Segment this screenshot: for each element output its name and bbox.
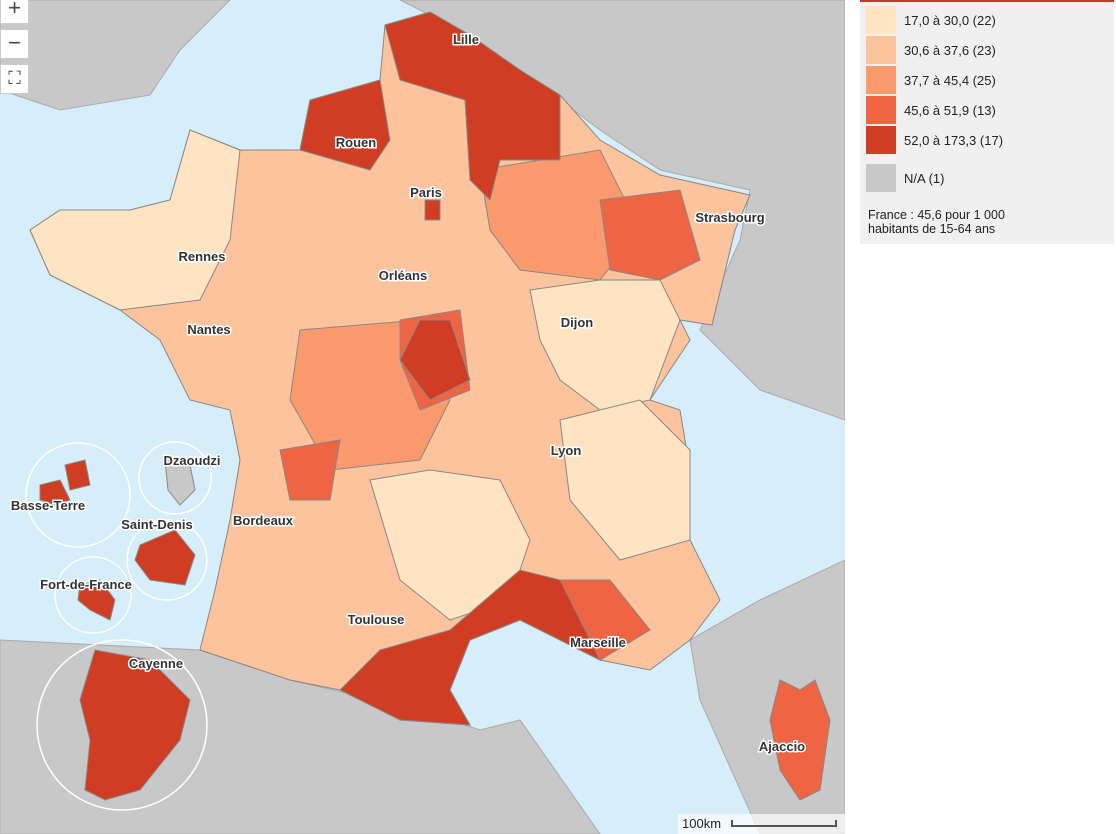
legend-swatch xyxy=(866,36,896,64)
uk xyxy=(0,0,231,111)
legend-item: 45,6 à 51,9 (13) xyxy=(866,96,996,124)
legend: France : 45,6 pour 1 000 habitants de 15… xyxy=(860,0,1114,244)
city-label: Marseille xyxy=(570,635,626,650)
city-label: Toulouse xyxy=(348,612,405,627)
legend-swatch xyxy=(866,66,896,94)
martinique xyxy=(77,579,116,621)
city-label: Lille xyxy=(453,32,479,47)
city-label: Saint-Denis xyxy=(121,517,193,532)
scale-bar xyxy=(731,820,837,827)
legend-item: 30,6 à 37,6 (23) xyxy=(866,36,996,64)
region-paris xyxy=(424,199,441,221)
inset-circle xyxy=(138,441,212,515)
region-alps xyxy=(559,399,691,561)
reunion xyxy=(134,529,196,586)
legend-label: 17,0 à 30,0 (22) xyxy=(904,12,996,28)
region-ne xyxy=(479,149,641,281)
guadeloupe xyxy=(64,459,91,491)
corsica xyxy=(769,679,831,801)
city-label: Ajaccio xyxy=(759,739,805,754)
city-label: Bordeaux xyxy=(233,513,294,528)
legend-note: France : 45,6 pour 1 000 habitants de 15… xyxy=(868,208,1005,236)
legend-swatch xyxy=(866,126,896,154)
legend-swatch xyxy=(866,6,896,34)
region-nievre xyxy=(399,319,471,401)
city-label: Rouen xyxy=(336,135,377,150)
city-label: Dijon xyxy=(561,315,594,330)
legend-item: 52,0 à 173,3 (17) xyxy=(866,126,1003,154)
guadeloupe xyxy=(39,479,71,506)
guyane xyxy=(79,649,191,801)
region-rouen xyxy=(299,79,391,171)
legend-label: 37,7 à 45,4 (25) xyxy=(904,72,996,88)
region-bfc xyxy=(529,279,681,411)
legend-item: 17,0 à 30,0 (22) xyxy=(866,6,996,34)
city-label: Paris xyxy=(410,185,442,200)
mayotte xyxy=(164,459,196,506)
map[interactable]: Lille Rouen Paris Strasbourg Rennes Orlé… xyxy=(0,0,845,834)
region-north xyxy=(384,11,561,201)
legend-label: 30,6 à 37,6 (23) xyxy=(904,42,996,58)
city-label: Strasbourg xyxy=(695,210,764,225)
legend-item: 37,7 à 45,4 (25) xyxy=(866,66,996,94)
zoom-out[interactable]: − xyxy=(0,29,29,59)
legend-item: N/A (1) xyxy=(866,164,944,192)
city-label: Dzaoudzi xyxy=(163,453,220,468)
region-west xyxy=(29,129,241,311)
city-label: Basse-Terre xyxy=(11,498,85,513)
region-south xyxy=(339,569,602,726)
city-label: Orléans xyxy=(379,268,427,283)
legend-swatch xyxy=(866,96,896,124)
city-label: Lyon xyxy=(551,443,582,458)
inset-circle xyxy=(25,442,131,548)
region-charente xyxy=(279,439,341,501)
scale-bg xyxy=(678,814,845,834)
note-line: habitants de 15-64 ans xyxy=(868,222,996,236)
city-label: Nantes xyxy=(187,322,230,337)
legend-label: 45,6 à 51,9 (13) xyxy=(904,102,996,118)
region-vosges xyxy=(599,189,701,281)
inset-circle xyxy=(54,556,132,634)
note-line: France : 45,6 pour 1 000 xyxy=(868,208,1005,222)
scale-label: 100km xyxy=(682,816,721,831)
inset-circle xyxy=(36,639,208,811)
legend-label: N/A (1) xyxy=(904,170,945,186)
zoom-in[interactable]: + xyxy=(0,0,29,24)
fullscreen[interactable]: ⛶ xyxy=(0,64,29,94)
legend-swatch xyxy=(866,164,896,192)
inset-circle xyxy=(126,519,208,601)
city-label: Rennes xyxy=(179,249,226,264)
city-label: Cayenne xyxy=(129,656,183,671)
city-label: Fort-de-France xyxy=(40,577,132,592)
legend-label: 52,0 à 173,3 (17) xyxy=(904,132,1004,148)
